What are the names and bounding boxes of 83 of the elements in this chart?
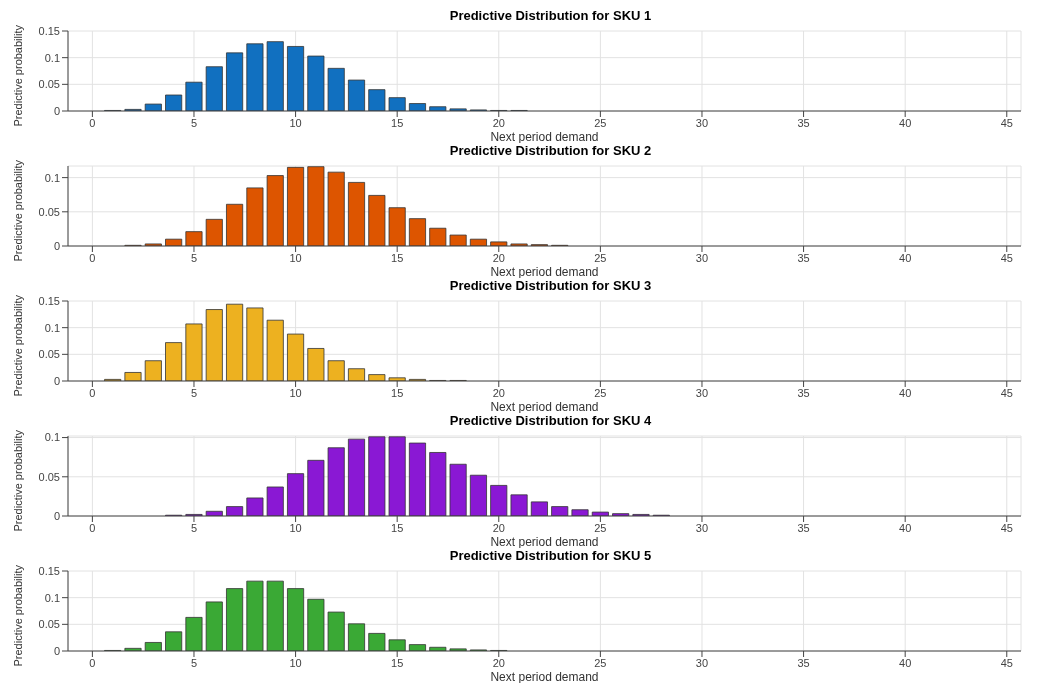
x-tick-label: 5 [190, 386, 198, 399]
x-tick-label: 35 [797, 251, 810, 264]
x-tick-label: 30 [695, 656, 709, 669]
y-tick-label: 0.05 [38, 470, 60, 483]
chart-title: Predictive Distribution for SKU 5 [448, 548, 653, 564]
y-tick-label: 0.1 [44, 321, 60, 334]
x-tick-label: 15 [391, 656, 404, 669]
x-tick-label: 25 [594, 521, 607, 534]
x-axis-title: Next period demand [490, 400, 599, 414]
x-tick-label: 15 [391, 251, 404, 264]
x-axis-title: Next period demand [490, 265, 599, 279]
x-tick-label: 40 [899, 251, 912, 264]
y-tick-label: 0.05 [38, 78, 60, 91]
chart-title: Predictive Distribution for SKU 2 [448, 143, 653, 159]
x-tick-label: 0 [89, 656, 96, 669]
x-tick-label: 45 [1000, 386, 1013, 399]
x-axis-title: Next period demand [490, 670, 599, 684]
x-tick-label: 0 [89, 116, 96, 129]
x-tick-label: 0 [89, 251, 96, 264]
y-tick-label: 0.05 [38, 618, 60, 631]
x-tick-label: 25 [594, 386, 607, 399]
x-tick-label: 40 [899, 521, 912, 534]
x-tick-label: 45 [1000, 521, 1013, 534]
x-tick-label: 20 [492, 521, 505, 534]
x-tick-label: 45 [1000, 656, 1013, 669]
y-tick-label: 0.1 [44, 51, 60, 64]
x-tick-label: 20 [492, 116, 505, 129]
y-tick-label: 0 [53, 104, 60, 117]
x-tick-label: 5 [190, 656, 198, 669]
y-tick-label: 0.15 [38, 294, 60, 307]
x-tick-label: 35 [797, 656, 810, 669]
x-tick-label: 30 [695, 386, 709, 399]
x-axis-title: Next period demand [490, 130, 599, 144]
x-tick-label: 15 [391, 521, 404, 534]
x-tick-label: 25 [594, 251, 607, 264]
x-tick-label: 5 [190, 521, 198, 534]
x-tick-label: 5 [190, 116, 198, 129]
y-tick-label: 0.05 [38, 348, 60, 361]
x-tick-label: 15 [391, 386, 404, 399]
y-tick-label: 0 [53, 644, 60, 657]
x-tick-label: 30 [695, 116, 709, 129]
x-tick-label: 35 [797, 521, 810, 534]
y-tick-label: 0.15 [38, 564, 60, 577]
y-tick-label: 0.1 [44, 171, 60, 184]
y-tick-label: 0 [53, 374, 60, 387]
x-tick-label: 40 [899, 386, 912, 399]
x-tick-label: 10 [289, 251, 302, 264]
x-tick-label: 20 [492, 386, 505, 399]
y-axis-title: Predictive probability [12, 294, 24, 397]
x-tick-label: 20 [492, 251, 505, 264]
x-tick-label: 30 [695, 521, 709, 534]
x-tick-label: 0 [89, 521, 96, 534]
y-tick-label: 0.05 [38, 205, 60, 218]
chart-title: Predictive Distribution for SKU 1 [448, 8, 653, 24]
y-tick-label: 0 [53, 509, 60, 522]
x-tick-label: 25 [594, 116, 607, 129]
x-tick-label: 35 [797, 386, 810, 399]
x-tick-label: 10 [289, 386, 302, 399]
y-tick-label: 0.1 [44, 431, 60, 444]
x-tick-label: 10 [289, 521, 302, 534]
chart-title: Predictive Distribution for SKU 3 [448, 278, 653, 294]
y-axis-title: Predictive probability [12, 564, 24, 667]
y-axis-title: Predictive probability [12, 429, 24, 532]
x-tick-label: 25 [594, 656, 607, 669]
y-tick-label: 0 [53, 239, 60, 252]
x-tick-label: 45 [1000, 251, 1013, 264]
y-tick-label: 0.1 [44, 591, 60, 604]
x-axis-title: Next period demand [490, 535, 599, 549]
y-tick-label: 0.15 [38, 24, 60, 37]
x-tick-label: 35 [797, 116, 810, 129]
y-axis-title: Predictive probability [12, 24, 24, 127]
x-tick-label: 15 [391, 116, 404, 129]
x-tick-label: 30 [695, 251, 709, 264]
x-tick-label: 45 [1000, 116, 1013, 129]
x-tick-label: 5 [190, 251, 198, 264]
x-tick-label: 10 [289, 656, 302, 669]
y-axis-title: Predictive probability [12, 159, 24, 262]
x-tick-label: 10 [289, 116, 302, 129]
x-tick-label: 0 [89, 386, 96, 399]
x-tick-label: 20 [492, 656, 505, 669]
x-tick-label: 40 [899, 116, 912, 129]
chart-title: Predictive Distribution for SKU 4 [448, 413, 653, 429]
x-tick-label: 40 [899, 656, 912, 669]
